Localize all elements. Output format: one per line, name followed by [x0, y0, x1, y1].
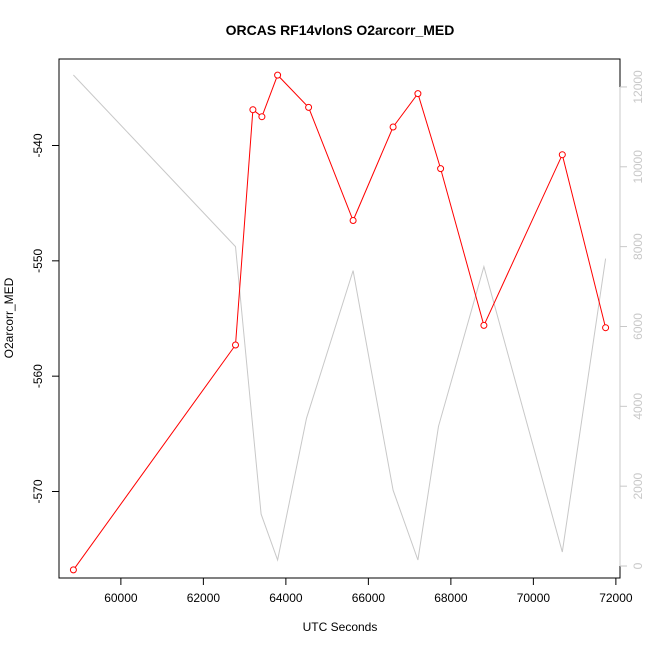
- y-tick-label: -550: [31, 249, 45, 273]
- primary-series-point: [305, 103, 313, 111]
- primary-series-point: [414, 90, 422, 98]
- secondary-series-line: [73, 74, 607, 562]
- primary-series-point: [480, 321, 488, 329]
- x-axis-label: UTC Seconds: [303, 620, 378, 634]
- axes-layer: 60000 62000 64000 66000 68000 70000 72000-570-…: [31, 58, 645, 605]
- x-tick-label: 66000: [352, 591, 386, 605]
- y2-tick-label: 12000: [631, 70, 645, 104]
- x-tick-label: 70000: [517, 591, 551, 605]
- primary-series-point: [69, 566, 77, 574]
- x-tick-label: 68000: [434, 591, 468, 605]
- y-tick-label: -540: [31, 133, 45, 157]
- primary-series-point: [232, 341, 239, 349]
- primary-series-point: [274, 71, 282, 79]
- primary-series-point: [349, 217, 357, 224]
- y2-tick-label: 2000: [631, 473, 645, 500]
- y2-tick-label: 8000: [631, 233, 645, 260]
- primary-series-point: [389, 123, 397, 131]
- secondary-series-layer: [73, 74, 607, 562]
- y-tick-label: -570: [31, 479, 45, 503]
- primary-series-layer: [69, 71, 610, 574]
- x-tick-label: 72000: [599, 591, 633, 605]
- chart-title: ORCAS RF14vlonS O2arcorr_MED: [226, 22, 455, 38]
- primary-series-point: [258, 113, 266, 121]
- primary-series-point: [437, 165, 445, 173]
- y-tick-label: -560: [31, 364, 45, 388]
- primary-series-point: [602, 324, 610, 332]
- y2-tick-label: 0: [631, 562, 645, 569]
- y-axis-label: O2arcorr_MED: [2, 277, 16, 358]
- primary-series-point: [558, 151, 566, 159]
- y2-tick-label: 4000: [631, 393, 645, 420]
- x-tick-label: 64000: [269, 591, 303, 605]
- x-tick-label: 60000: [104, 591, 138, 605]
- y2-tick-label: 6000: [631, 313, 645, 340]
- y2-tick-label: 10000: [631, 150, 645, 184]
- primary-series-point: [249, 106, 257, 114]
- x-tick-label: 62000: [187, 591, 221, 605]
